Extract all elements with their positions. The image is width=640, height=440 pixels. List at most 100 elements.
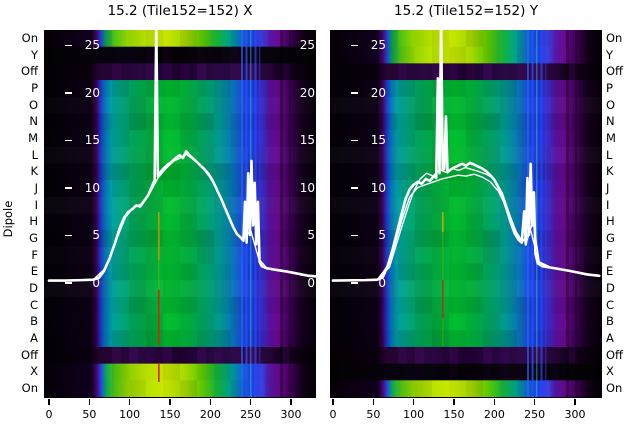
dipole-label: E <box>606 264 614 279</box>
x-tick-label: 200 <box>199 408 221 421</box>
inner-y-tick-label: 20 <box>84 85 100 100</box>
inner-y-tick-label: 5 <box>92 228 100 242</box>
inner-y-tick-label: 0 <box>378 275 386 290</box>
panel-title-y: 15.2 (Tile152=152) Y <box>394 3 538 19</box>
dipole-label: I <box>34 197 38 212</box>
dipole-label: C <box>606 297 615 312</box>
dipole-label: H <box>29 214 38 229</box>
inner-y-tick-mark <box>65 234 72 236</box>
dipole-label: Off <box>21 64 38 79</box>
dipole-label: M <box>28 130 38 145</box>
dipole-label: G <box>29 231 38 246</box>
dipole-label: L <box>606 147 613 162</box>
x-tick-label: 0 <box>329 408 337 421</box>
dipole-label: On <box>606 30 623 45</box>
x-tick-mark <box>332 399 334 405</box>
dipole-labels-left: On Y Off P O N M L K J I H G F E D C B A Off X On <box>0 0 41 440</box>
dipole-label: J <box>606 180 610 195</box>
dipole-label: Off <box>606 347 623 362</box>
dipole-label: N <box>29 114 38 129</box>
dipole-label: Y <box>606 47 614 62</box>
inner-y-tick-mark <box>351 234 358 236</box>
dipole-label: F <box>606 247 613 262</box>
heatmap-canvas-x <box>44 30 316 397</box>
x-tick-mark <box>574 399 576 405</box>
x-tick-mark <box>290 399 292 405</box>
x-tick-mark <box>412 399 415 405</box>
x-tick-label: 50 <box>82 408 97 421</box>
x-tick-label: 300 <box>564 408 586 421</box>
inner-y-tick-label: 10 <box>299 180 315 195</box>
dipole-label: J <box>34 180 38 195</box>
inner-y-tick-label: 25 <box>84 38 100 52</box>
dipole-label: F <box>31 247 38 262</box>
heatmap-canvas-y <box>330 30 602 397</box>
dipole-label: P <box>31 80 38 95</box>
dipole-label: O <box>28 97 38 112</box>
panel-title-x: 15.2 (Tile152=152) X <box>107 3 253 19</box>
heatmap-panel-x: 25 25 20 20 15 15 10 10 5 5 0 0 <box>44 30 316 398</box>
dipole-label: A <box>606 331 614 346</box>
inner-y-tick-mark <box>351 187 358 189</box>
inner-y-tick-mark <box>351 139 358 141</box>
inner-y-tick-label: 25 <box>370 38 386 52</box>
x-tick-label: 200 <box>483 408 505 421</box>
dipole-label: G <box>606 231 615 246</box>
x-tick-label: 150 <box>159 408 181 421</box>
inner-y-tick-label: 10 <box>84 180 100 195</box>
inner-y-tick-mark <box>65 282 72 284</box>
inner-y-tick-label: 5 <box>307 228 315 242</box>
dipole-label: O <box>606 97 616 112</box>
dipole-label: D <box>29 281 38 296</box>
dipole-label: P <box>606 80 613 95</box>
x-tick-label: 100 <box>403 408 425 421</box>
x-tick-mark <box>128 399 131 405</box>
dipole-label: X <box>30 364 38 379</box>
dipole-label: K <box>606 164 614 179</box>
x-tick-label: 50 <box>366 408 381 421</box>
x-tick-label: 150 <box>443 408 465 421</box>
dipole-label: B <box>30 314 38 329</box>
inner-y-tick-mark <box>351 92 358 94</box>
inner-y-tick-label: 10 <box>370 180 386 195</box>
x-tick-mark <box>169 399 171 405</box>
inner-y-tick-label: 20 <box>370 85 386 100</box>
dipole-label: Off <box>21 347 38 362</box>
inner-y-tick-label: 5 <box>378 228 386 242</box>
dipole-label: I <box>606 197 610 212</box>
dipole-label: On <box>21 381 38 396</box>
dipole-label: D <box>606 281 615 296</box>
heatmap-panel-y: 25 20 15 10 5 0 <box>330 30 602 398</box>
dipole-label: L <box>31 147 38 162</box>
inner-y-tick-mark <box>65 92 72 94</box>
dipole-label: M <box>606 130 616 145</box>
dipole-label: On <box>21 30 38 45</box>
dipole-label: X <box>606 364 614 379</box>
x-tick-label: 250 <box>524 408 546 421</box>
dipole-label: K <box>30 164 38 179</box>
dipole-label: A <box>30 331 38 346</box>
dipole-label: On <box>606 381 623 396</box>
x-tick-mark <box>533 399 536 405</box>
dipole-label: B <box>606 314 614 329</box>
x-tick-label: 300 <box>280 408 302 421</box>
x-tick-label: 250 <box>240 408 262 421</box>
inner-y-tick-mark <box>65 139 72 141</box>
dipole-label: H <box>606 214 615 229</box>
inner-y-tick-label: 15 <box>299 133 315 147</box>
dipole-label: E <box>30 264 38 279</box>
dipole-label: C <box>29 297 38 312</box>
inner-y-tick-mark <box>351 44 358 46</box>
dipole-label: Y <box>30 47 38 62</box>
dipole-label: Off <box>606 64 623 79</box>
x-tick-mark <box>453 399 455 405</box>
inner-y-tick-mark <box>65 187 72 189</box>
inner-y-tick-label: 0 <box>92 275 100 290</box>
inner-y-tick-label: 25 <box>299 38 315 52</box>
x-tick-mark <box>88 399 91 405</box>
inner-y-tick-label: 15 <box>84 133 100 147</box>
x-tick-mark <box>209 399 212 405</box>
dipole-label: N <box>606 114 615 129</box>
x-tick-mark <box>249 399 252 405</box>
